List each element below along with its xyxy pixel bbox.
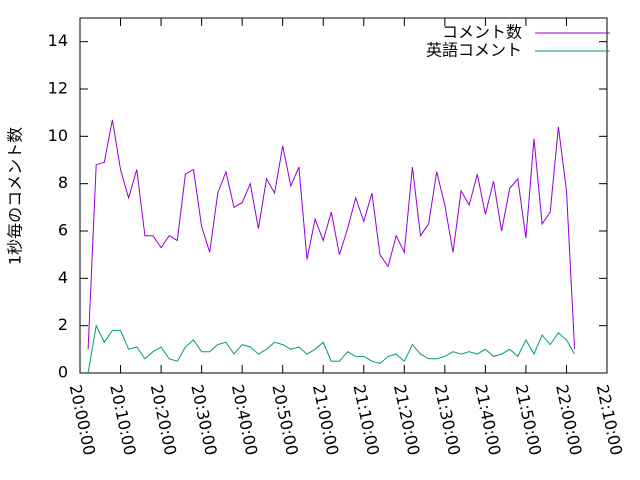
plot-border: [79, 17, 608, 374]
x-tick-label: 20:30:00: [187, 383, 221, 457]
y-tick-label: 2: [58, 315, 68, 334]
x-tick-label: 21:50:00: [512, 383, 546, 457]
series-line: [87, 324, 576, 374]
y-tick-label: 8: [58, 173, 68, 192]
y-axis-label: 1秒毎のコメント数: [6, 127, 25, 265]
legend-label: 英語コメント: [426, 41, 522, 60]
y-tick-label: 12: [48, 79, 68, 98]
x-tick-label: 20:20:00: [147, 383, 181, 457]
x-tick-label: 21:10:00: [349, 383, 383, 457]
x-tick-label: 21:20:00: [390, 383, 424, 457]
x-tick-label: 20:50:00: [268, 383, 302, 457]
x-tick-label: 20:40:00: [228, 383, 262, 457]
x-tick-label: 21:30:00: [431, 383, 465, 457]
x-tick-label: 22:10:00: [593, 383, 627, 457]
y-tick-label: 0: [58, 363, 68, 382]
x-tick-label: 20:10:00: [106, 383, 140, 457]
x-tick-label: 22:00:00: [552, 383, 586, 457]
y-tick-label: 4: [58, 268, 68, 287]
x-tick-label: 21:00:00: [309, 383, 343, 457]
x-tick-label: 21:40:00: [471, 383, 505, 457]
series-line: [87, 119, 576, 350]
y-tick-label: 14: [48, 31, 68, 50]
y-tick-label: 6: [58, 221, 68, 240]
legend-label: コメント数: [442, 23, 522, 42]
y-tick-label: 10: [48, 126, 68, 145]
x-tick-label: 20:00:00: [66, 383, 100, 457]
